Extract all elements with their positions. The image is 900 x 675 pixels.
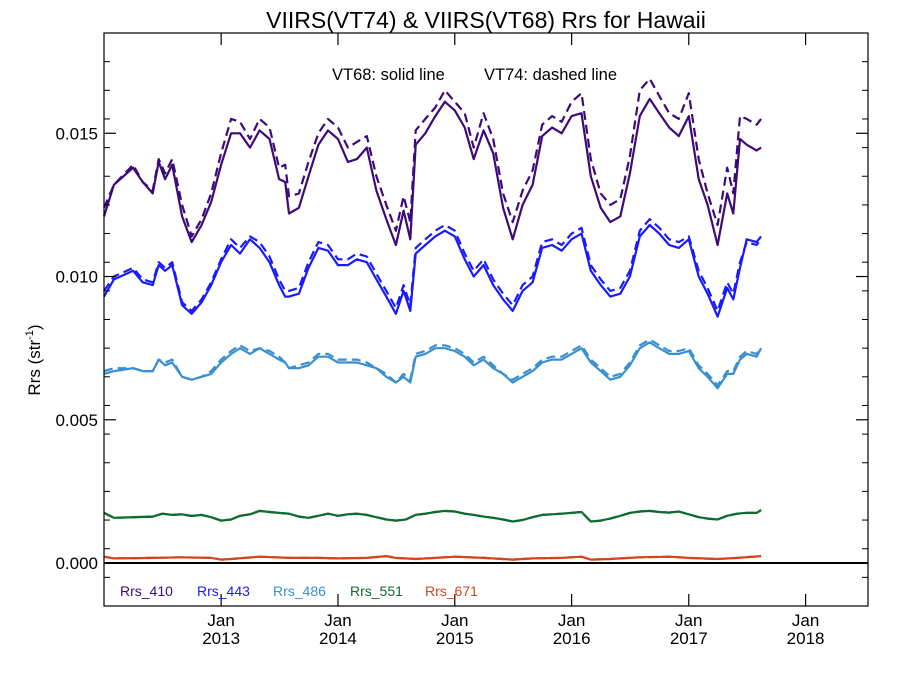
- x-tick-month-label: Jan: [558, 611, 585, 630]
- x-tick-month-label: Jan: [207, 611, 234, 630]
- legend-item-rrs-671: Rrs_671: [425, 583, 478, 599]
- rrs-410-vt74-dashed-line: [102, 77, 762, 238]
- chart-title: VIIRS(VT74) & VIIRS(VT68) Rrs for Hawaii: [266, 7, 706, 33]
- annotation-solid-line: VT68: solid line: [332, 66, 445, 84]
- y-tick-label: 0.010: [55, 268, 98, 287]
- rrs-671-vt74-dashed-line: [103, 554, 762, 561]
- x-tick-year-label: 2018: [787, 629, 825, 648]
- axis-ticks: 0.0000.0050.0100.015Jan2013Jan2014Jan201…: [55, 33, 868, 648]
- legend-item-rrs-443: Rrs_443: [197, 583, 250, 599]
- legend-item-rrs-410: Rrs_410: [120, 583, 173, 599]
- y-axis-label-close: ): [25, 324, 44, 330]
- x-tick-month-label: Jan: [792, 611, 819, 630]
- x-tick-month-label: Jan: [675, 611, 702, 630]
- x-tick-year-label: 2013: [202, 629, 240, 648]
- rrs-486-vt74-dashed-line: [103, 338, 762, 387]
- series-layer: [102, 77, 763, 561]
- rrs-486-vt68-solid-line: [103, 341, 763, 390]
- y-axis-label-text: Rrs (str: [25, 340, 44, 396]
- y-tick-label: 0.000: [55, 554, 98, 573]
- x-tick-year-label: 2015: [436, 629, 474, 648]
- plot-frame: [103, 32, 869, 607]
- x-tick-month-label: Jan: [441, 611, 468, 630]
- y-tick-label: 0.015: [55, 124, 98, 143]
- rrs-443-vt68-solid-line: [103, 223, 762, 318]
- x-tick-month-label: Jan: [324, 611, 351, 630]
- y-axis-label-superscript: -1: [24, 330, 36, 340]
- legend-item-rrs-551: Rrs_551: [350, 583, 403, 599]
- x-tick-year-label: 2017: [670, 629, 708, 648]
- rrs-551-vt74-dashed-line: [103, 509, 762, 523]
- rrs-443-vt74-dashed-line: [103, 218, 762, 312]
- legend-item-rrs-486: Rrs_486: [273, 583, 326, 599]
- y-axis-label: Rrs (str-1): [24, 324, 44, 395]
- rrs-410-vt68-solid-line: [102, 97, 762, 247]
- annotation-dashed-line: VT74: dashed line: [484, 66, 617, 84]
- y-tick-label: 0.005: [55, 411, 98, 430]
- x-tick-year-label: 2014: [319, 629, 357, 648]
- legend: Rrs_410 Rrs_443 Rrs_486 Rrs_551 Rrs_671: [120, 583, 478, 599]
- x-tick-year-label: 2016: [553, 629, 591, 648]
